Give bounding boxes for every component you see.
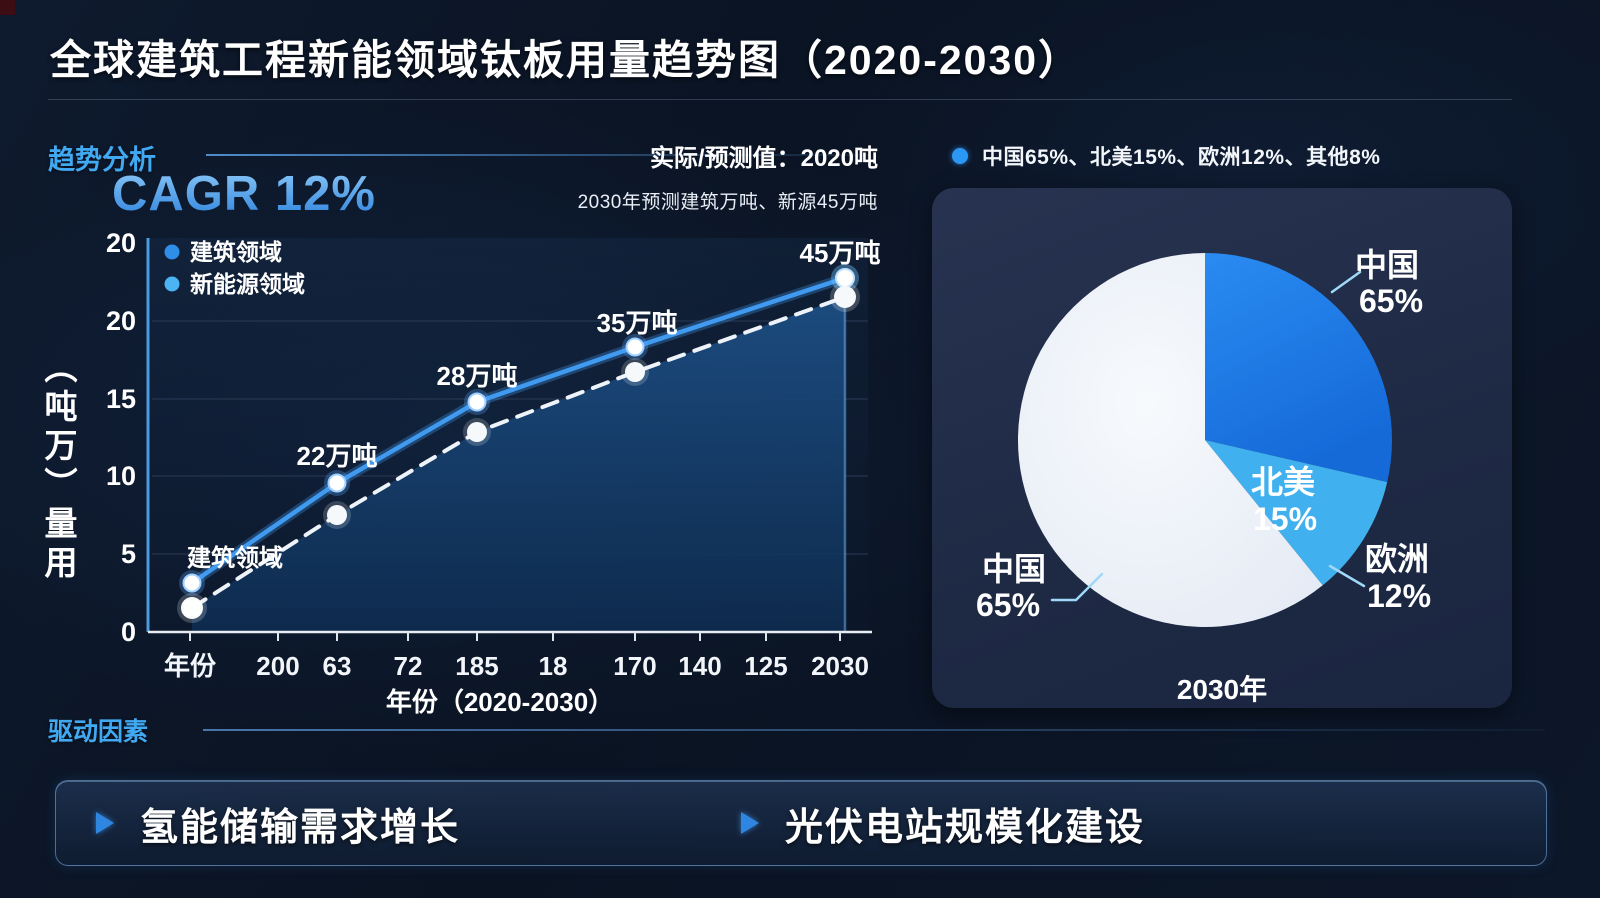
chart-legend: 建筑领域 新能源领域 (164, 239, 305, 297)
x-axis-ticks (189, 632, 841, 641)
svg-text:170: 170 (613, 651, 656, 681)
svg-text:欧洲: 欧洲 (1365, 541, 1429, 577)
forecast-note-primary: 实际/预测值：2020吨 (649, 145, 878, 172)
leader-top-right (1330, 270, 1362, 294)
corner-accent (0, 0, 15, 15)
pie-slice-blue-china (1205, 253, 1393, 483)
svg-text:20: 20 (106, 228, 136, 258)
svg-text:63: 63 (323, 651, 352, 681)
driver-label: 氢能储输需求增长 (140, 806, 461, 849)
line-chart: 20 20 15 10 5 0 年份 200 63 72 185 18 170 … (106, 228, 881, 717)
new-energy-area-fill (192, 297, 845, 632)
pie-panel: 中国 65% 北美 15% 欧洲 12% 中国 65% 2030年 (932, 188, 1512, 708)
leader-left (1050, 572, 1104, 602)
driver-item-hydrogen: 氢能储输需求增长 (96, 781, 460, 865)
pie-caption: 2030年 (1176, 674, 1268, 705)
point-labels: 建筑领域 22万吨 28万吨 35万吨 45万吨 (187, 238, 880, 572)
pie-callout-top-right: 中国 65% (1355, 247, 1423, 319)
new-energy-data-points (177, 282, 860, 623)
svg-text:建筑领域: 建筑领域 (187, 544, 283, 572)
svg-text:65%: 65% (976, 587, 1040, 623)
svg-text:28万吨: 28万吨 (437, 361, 518, 391)
svg-text:18: 18 (539, 651, 568, 681)
leader-bottom-right (1328, 564, 1366, 588)
pie-slice-white-other (1017, 253, 1323, 627)
svg-text:20: 20 (106, 306, 136, 336)
triangle-bullet-icon (96, 812, 114, 834)
svg-text:10: 10 (106, 461, 136, 491)
svg-text:22万吨: 22万吨 (297, 441, 378, 471)
y-axis-title: （吨万）量用 (40, 350, 77, 584)
drivers-panel: 氢能储输需求增长 光伏电站规模化建设 (55, 780, 1547, 866)
title-divider (48, 99, 1512, 100)
legend-label-new-energy: 新能源领域 (190, 271, 305, 297)
pie-leader-lines (1050, 270, 1366, 602)
cagr-value: CAGR 12% (112, 167, 376, 221)
y-tick-labels: 20 20 15 10 5 0 (106, 228, 136, 647)
page-title: 全球建筑工程新能领域钛板用量趋势图（2020-2030） (50, 37, 1082, 83)
legend-dot-construction-icon (164, 244, 180, 260)
svg-text:185: 185 (455, 651, 498, 681)
x-axis-title: 年份（2020-2030） (386, 687, 614, 717)
section-label-drivers: 驱动因素 (48, 718, 149, 746)
legend-label-construction: 建筑领域 (190, 239, 282, 265)
pie-callout-left: 中国 65% (976, 551, 1046, 623)
x-tick-labels: 年份 200 63 72 185 18 170 140 125 2030 (164, 651, 869, 681)
section-label-trend: 趋势分析 (48, 145, 156, 175)
pie-legend-dot-icon (952, 148, 968, 164)
triangle-bullet-icon (741, 812, 759, 834)
svg-text:中国: 中国 (982, 551, 1046, 587)
svg-text:72: 72 (394, 651, 423, 681)
pie-callout-bottom-right: 欧洲 12% (1365, 541, 1431, 614)
svg-text:125: 125 (744, 651, 787, 681)
construction-data-points (179, 264, 859, 596)
pie-chart: 中国 65% 北美 15% 欧洲 12% 中国 65% (976, 247, 1431, 627)
svg-text:5: 5 (121, 539, 136, 569)
svg-text:中国: 中国 (1355, 247, 1419, 283)
svg-text:45万吨: 45万吨 (800, 238, 881, 268)
driver-label: 光伏电站规模化建设 (785, 806, 1146, 849)
svg-text:65%: 65% (1359, 283, 1423, 319)
svg-text:2030: 2030 (811, 651, 869, 681)
svg-text:12%: 12% (1367, 578, 1431, 614)
driver-item-photovoltaic: 光伏电站规模化建设 (741, 781, 1145, 865)
pie-slice-cyan-na-europe (1205, 440, 1388, 586)
pie-callout-inside: 北美 15% (1251, 464, 1317, 537)
trend-section-line (206, 154, 870, 156)
pie-legend: 中国65%、北美15%、欧洲12%、其他8% (952, 141, 1380, 171)
svg-text:15%: 15% (1253, 501, 1317, 537)
svg-text:北美: 北美 (1251, 464, 1315, 500)
svg-text:0: 0 (121, 617, 136, 647)
svg-text:15: 15 (106, 384, 136, 414)
svg-text:年份: 年份 (164, 651, 216, 681)
svg-text:140: 140 (678, 651, 721, 681)
legend-dot-new-energy-icon (164, 276, 180, 292)
svg-text:35万吨: 35万吨 (597, 308, 678, 338)
forecast-note-secondary: 2030年预测建筑万吨、新源45万吨 (577, 192, 878, 213)
drivers-section-line (203, 729, 1545, 731)
svg-text:200: 200 (256, 651, 299, 681)
forecast-notes: 实际/预测值：2020吨 2030年预测建筑万吨、新源45万吨 (540, 138, 878, 214)
pie-legend-text: 中国65%、北美15%、欧洲12%、其他8% (982, 146, 1381, 169)
